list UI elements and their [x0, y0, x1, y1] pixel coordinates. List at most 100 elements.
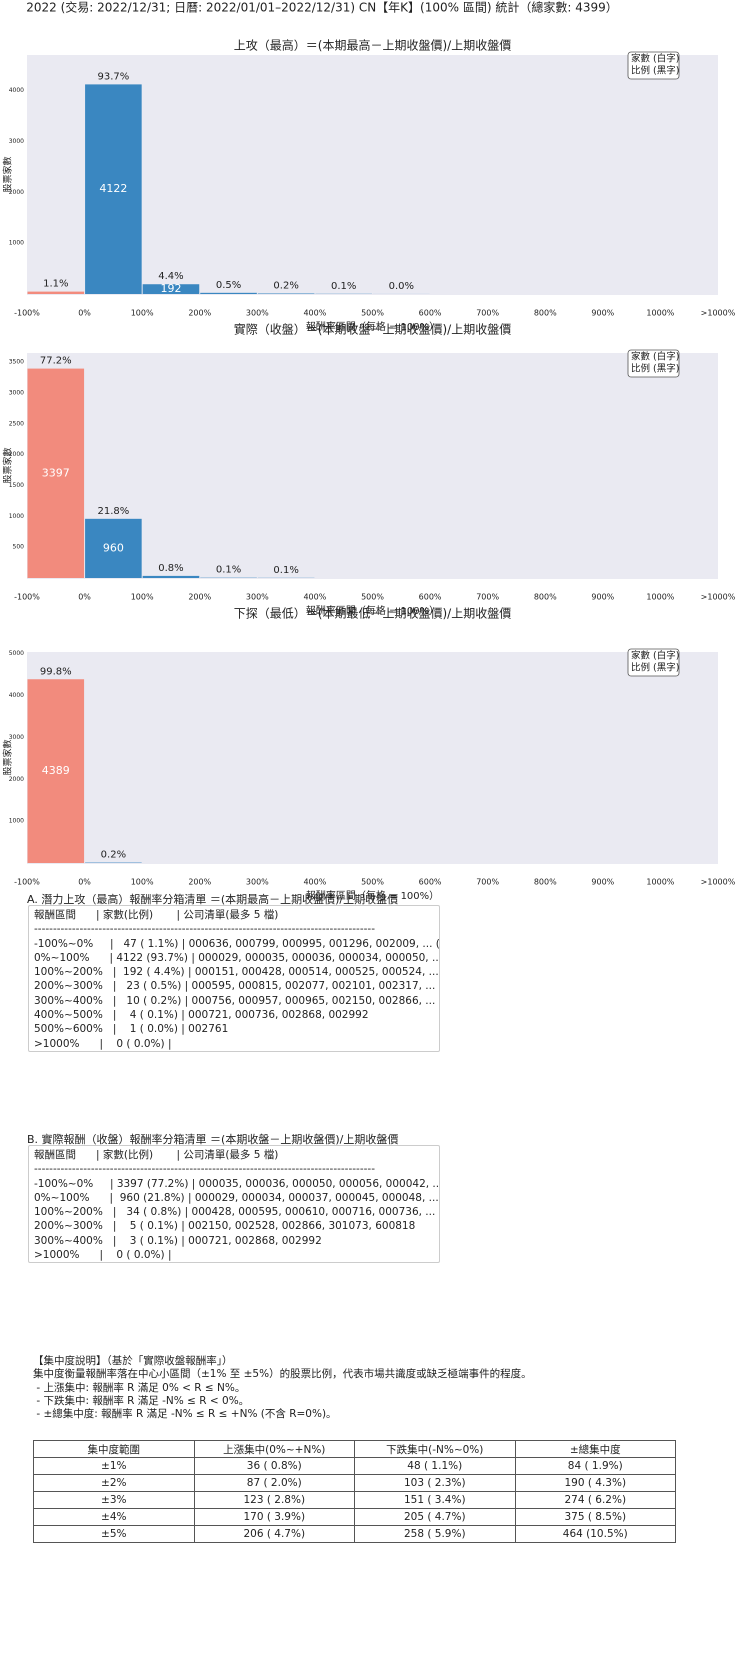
concentration-table: 集中度範圍 上漲集中(0%~+N%) 下跌集中(-N%~0%) ±總集中度 ±1% 36 …: [33, 1440, 676, 1543]
plot-area: [27, 652, 718, 864]
bar: [142, 575, 200, 578]
table-cell: 190 ( 4.3%): [514, 1474, 676, 1492]
list-a-title: A. 潛力上攻（最高）報酬率分箱清單 ＝(本期最高－上期收盤價)/上期收盤價: [27, 893, 399, 906]
y-tick-label: 1500: [9, 482, 24, 489]
share-label: 77.2%: [40, 356, 72, 367]
count-label: 4389: [42, 764, 70, 777]
x-tick-label: -100%: [14, 878, 40, 887]
chart-title: 實際（收盤）＝(本期收盤－上期收盤價)/上期收盤價: [234, 322, 511, 337]
x-tick-label: 100%: [131, 878, 154, 887]
list-line: 100%~200% | 192 ( 4.4%) | 000151, 000428…: [34, 966, 439, 979]
legend-text: 比例 (黑字): [631, 363, 679, 375]
x-tick-label: >1000%: [701, 309, 736, 318]
x-tick-label: 800%: [534, 878, 557, 887]
notes: 【集中度說明】（基於「實際收盤報酬率」） 集中度衡量報酬率落在中心小區間（±1% …: [33, 1355, 532, 1421]
table-header-cell: 下跌集中(-N%~0%): [354, 1440, 516, 1458]
x-tick-label: -100%: [14, 593, 40, 602]
y-axis-label: 股票家數: [2, 447, 14, 483]
table-header-cell: 上漲集中(0%~+N%): [193, 1440, 355, 1458]
x-tick-label: 1000%: [646, 309, 674, 318]
x-tick-label: 0%: [78, 878, 91, 887]
table-cell: 151 ( 3.4%): [354, 1491, 516, 1509]
table-row: ±3% 123 ( 2.8%) 151 ( 3.4%) 274 ( 6.2%): [33, 1491, 676, 1509]
legend-box: [627, 51, 680, 80]
list-line: 100%~200% | 34 ( 0.8%) | 000428, 000595,…: [34, 1206, 439, 1219]
table-header-cell: ±總集中度: [514, 1440, 676, 1458]
table-row: ±5% 206 ( 4.7%) 258 ( 5.9%) 464 (10.5%): [33, 1525, 676, 1543]
table-cell: 87 ( 2.0%): [193, 1474, 355, 1492]
note-line: 【集中度說明】（基於「實際收盤報酬率」）: [33, 1355, 233, 1367]
table-cell: ±1%: [33, 1457, 195, 1475]
bar: [27, 368, 85, 578]
table-cell: ±4%: [33, 1508, 195, 1526]
share-label: 0.2%: [273, 280, 298, 291]
x-tick-label: 1000%: [646, 878, 674, 887]
bar: [27, 679, 85, 863]
list-line: -100%~0% | 47 ( 1.1%) | 000636, 000799, …: [34, 937, 440, 950]
note-line: - ±總集中度: 報酬率 R 滿足 -N% ≤ R ≤ +N% (不含 R=0%…: [33, 1408, 337, 1421]
table-cell: 205 ( 4.7%): [354, 1508, 516, 1526]
x-tick-label: 0%: [78, 309, 91, 318]
note-line: - 下跌集中: 報酬率 R 滿足 -N% ≤ R < 0%。: [33, 1394, 250, 1407]
legend-box: [627, 648, 680, 677]
bar: [85, 84, 142, 295]
x-tick-label: 300%: [246, 593, 269, 602]
share-label: 0.1%: [331, 281, 356, 292]
x-tick-label: 400%: [303, 878, 326, 887]
table-cell: 274 ( 6.2%): [514, 1491, 676, 1509]
x-axis-label: 報酬率區間（每格 = 100%）: [306, 320, 439, 333]
y-tick-label: 2000: [9, 189, 24, 196]
table-header-cell: 集中度範圍: [33, 1440, 195, 1458]
y-tick-label: 3000: [9, 138, 24, 145]
share-label: 21.8%: [97, 506, 129, 517]
table-row: ±2% 87 ( 2.0%) 103 ( 2.3%) 190 ( 4.3%): [33, 1474, 676, 1492]
y-tick-label: 1000: [9, 240, 24, 247]
list-b: 報酬區間 | 家數(比例) | 公司清單(最多 5 檔) ------------…: [28, 1145, 440, 1263]
table-cell: 464 (10.5%): [514, 1525, 676, 1543]
y-tick-label: 4000: [9, 692, 24, 699]
table-cell: ±2%: [33, 1474, 195, 1492]
y-tick-label: 3000: [9, 390, 24, 397]
x-tick-label: 200%: [188, 309, 211, 318]
x-axis-label: 報酬率區間（每格 = 100%）: [306, 604, 439, 617]
y-tick-label: 3500: [9, 359, 24, 366]
bar: [200, 292, 257, 294]
x-tick-label: 400%: [303, 309, 326, 318]
y-tick-label: 3000: [9, 734, 24, 741]
list-line: 0%~100% | 4122 (93.7%) | 000029, 000035,…: [34, 951, 439, 964]
chart-title: 下探（最低）＝(本期最低－上期收盤價)/上期收盤價: [234, 607, 511, 621]
list-a: 報酬區間 | 家數(比例) | 公司清單(最多 5 檔) ------------…: [28, 905, 440, 1052]
share-label: 0.2%: [101, 850, 126, 861]
x-tick-label: 400%: [303, 593, 326, 602]
x-tick-label: 800%: [534, 309, 557, 318]
list-line: 報酬區間 | 家數(比例) | 公司清單(最多 5 檔): [34, 909, 279, 921]
table-cell: 170 ( 3.9%): [193, 1508, 355, 1526]
table-cell: 375 ( 8.5%): [514, 1508, 676, 1526]
list-line: >1000% | 0 ( 0.0%) |: [34, 1037, 172, 1050]
x-tick-label: >1000%: [701, 878, 736, 887]
legend-text: 家數 (白字): [631, 351, 679, 363]
x-tick-label: 500%: [361, 878, 384, 887]
table-cell: 103 ( 2.3%): [354, 1474, 516, 1492]
x-tick-label: 800%: [534, 593, 557, 602]
table-cell: 36 ( 0.8%): [193, 1457, 355, 1475]
note-line: 集中度衡量報酬率落在中心小區間（±1% 至 ±5%）的股票比例，代表市場共識度或…: [33, 1368, 532, 1381]
legend-text: 比例 (黑字): [631, 662, 679, 674]
x-tick-label: 0%: [78, 593, 91, 602]
table-cell: ±5%: [33, 1525, 195, 1543]
legend-text: 家數 (白字): [631, 650, 679, 662]
share-label: 0.1%: [216, 565, 241, 576]
table-header-row: 集中度範圍 上漲集中(0%~+N%) 下跌集中(-N%~0%) ±總集中度: [33, 1440, 676, 1458]
legend-box: [627, 349, 680, 378]
list-line: 500%~600% | 1 ( 0.0%) | 002761: [34, 1023, 229, 1036]
table-row: ±1% 36 ( 0.8%) 48 ( 1.1%) 84 ( 1.9%): [33, 1457, 676, 1475]
x-tick-label: 700%: [476, 878, 499, 887]
list-line: 200%~300% | 5 ( 0.1%) | 002150, 002528, …: [34, 1220, 416, 1233]
x-tick-label: 300%: [246, 878, 269, 887]
y-tick-label: 5000: [9, 650, 24, 657]
list-line: 0%~100% | 960 (21.8%) | 000029, 000034, …: [34, 1191, 439, 1204]
count-label: 960: [103, 541, 124, 554]
y-tick-label: 1000: [9, 513, 24, 520]
x-tick-label: 500%: [361, 593, 384, 602]
